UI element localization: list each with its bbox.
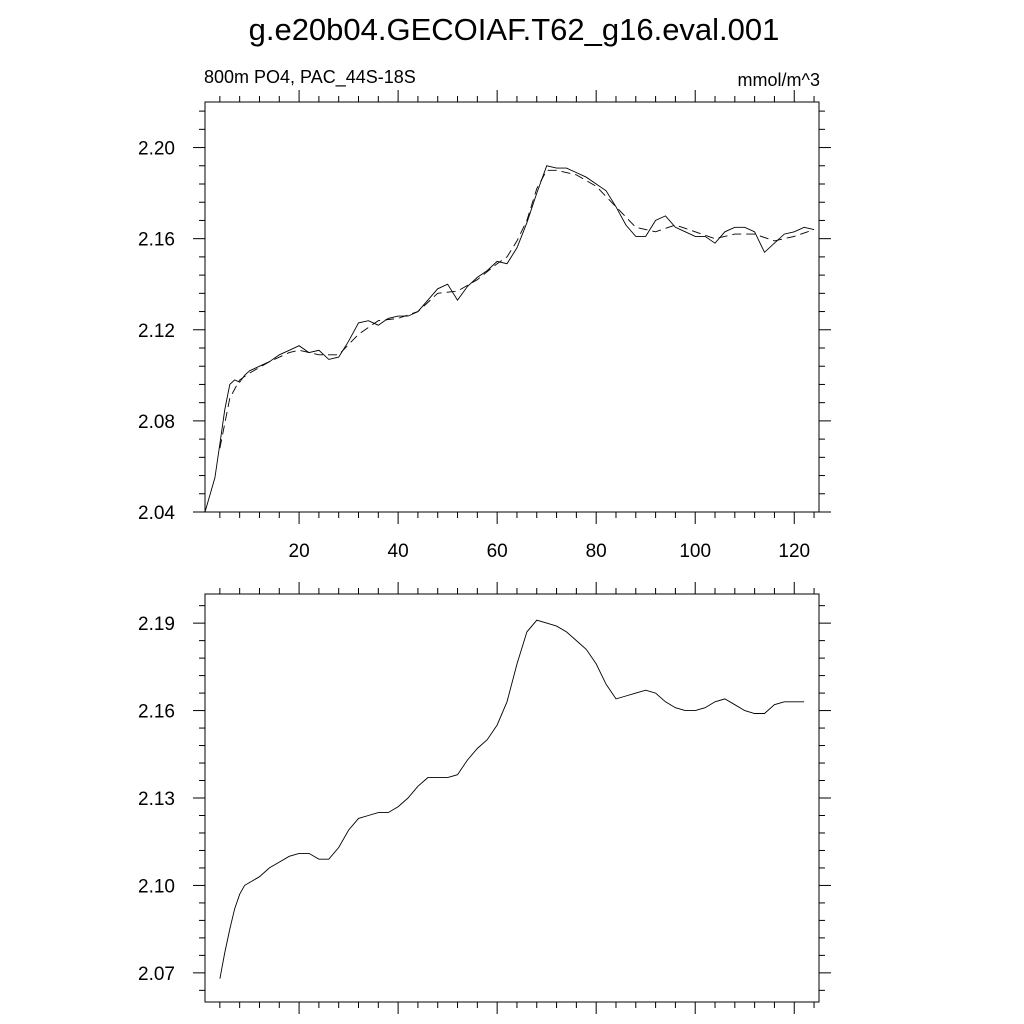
bottom-series-solid-line — [219, 619, 805, 979]
top-y-tick-label: 2.04 — [138, 503, 175, 524]
bottom-y-tick-label: 2.16 — [138, 702, 175, 723]
bottom-panel: 2.07 2.10 2.13 2.16 2.19 — [138, 582, 831, 1014]
bottom-y-tick-label: 2.13 — [138, 789, 175, 810]
bottom-plot-area: 2.07 2.10 2.13 2.16 2.19 — [138, 582, 831, 1014]
bottom-y-tick-label: 2.07 — [138, 964, 175, 985]
top-x-tick-label: 80 — [586, 541, 607, 562]
bottom-y-tick-label: 2.19 — [138, 614, 175, 635]
top-x-tick-label: 60 — [487, 541, 508, 562]
top-plot-frame — [204, 101, 820, 513]
top-panel-left-label: 800m PO4, PAC_44S-18S — [204, 67, 416, 88]
bottom-y-tick-label: 2.10 — [138, 876, 175, 897]
top-x-tick-label: 20 — [289, 541, 310, 562]
chart-title: g.e20b04.GECOIAF.T62_g16.eval.001 — [249, 12, 780, 47]
bottom-plot-frame — [204, 593, 820, 1003]
top-y-tick-label: 2.16 — [138, 230, 175, 251]
top-x-tick-label: 120 — [778, 541, 810, 562]
top-y-tick-label: 2.20 — [138, 139, 175, 160]
top-x-tick-label: 100 — [679, 541, 711, 562]
top-series-solid-line — [204, 165, 815, 513]
top-panel-unit-label: mmol/m^3 — [738, 70, 820, 90]
top-plot-area: 20 40 60 80 100 120 2.04 2.08 2.12 2.16 2.20 — [138, 90, 831, 562]
top-panel: 800m PO4, PAC_44S-18S mmol/m^3 20 40 60 80 1… — [138, 67, 831, 562]
top-y-tick-label: 2.12 — [138, 321, 175, 342]
top-y-tick-label: 2.08 — [138, 412, 175, 433]
top-series-dashed-line — [219, 169, 815, 449]
top-x-tick-label: 40 — [388, 541, 409, 562]
